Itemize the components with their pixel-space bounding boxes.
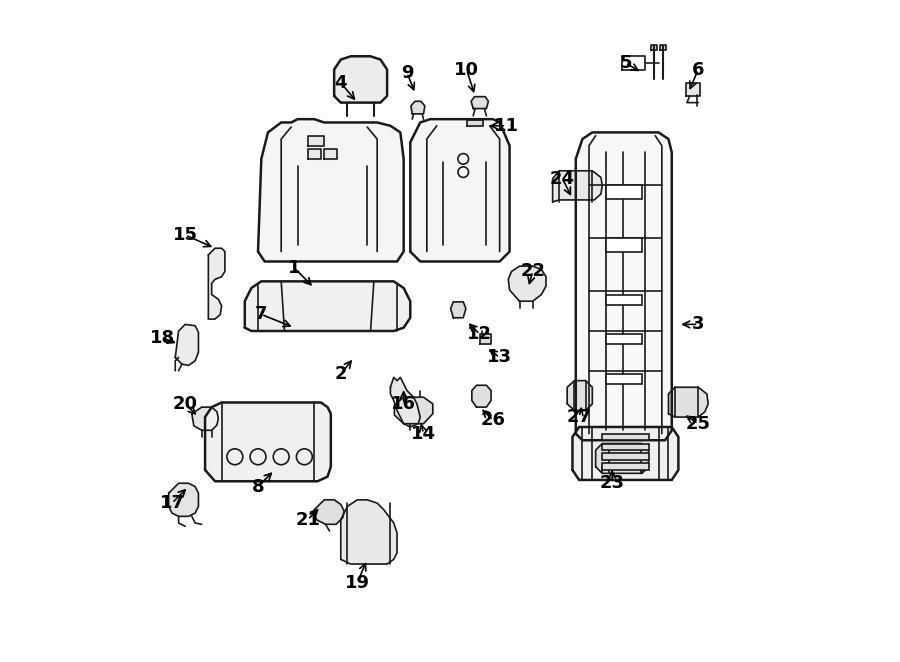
Bar [606, 334, 642, 344]
Polygon shape [576, 132, 671, 440]
Polygon shape [209, 248, 225, 319]
Bar [606, 374, 642, 384]
Text: 15: 15 [173, 226, 198, 244]
Text: 4: 4 [335, 73, 347, 92]
Text: 25: 25 [686, 414, 711, 433]
Polygon shape [466, 120, 483, 126]
Polygon shape [314, 500, 344, 524]
Polygon shape [596, 444, 649, 473]
Polygon shape [451, 302, 466, 318]
Text: 10: 10 [454, 60, 479, 79]
Polygon shape [572, 427, 679, 480]
Text: 7: 7 [255, 305, 267, 324]
Polygon shape [669, 387, 708, 417]
Bar [602, 434, 649, 440]
Bar [602, 444, 649, 450]
Text: 16: 16 [392, 395, 416, 413]
Text: 11: 11 [494, 117, 518, 135]
Polygon shape [394, 397, 433, 424]
Polygon shape [480, 334, 491, 344]
Polygon shape [341, 500, 397, 564]
Text: 14: 14 [411, 424, 436, 443]
Bar [606, 295, 642, 305]
Text: 2: 2 [335, 365, 347, 383]
Text: 26: 26 [481, 411, 506, 430]
Text: 12: 12 [467, 325, 492, 344]
Polygon shape [258, 119, 404, 261]
Polygon shape [660, 45, 667, 50]
Polygon shape [334, 56, 387, 103]
Text: 1: 1 [288, 259, 301, 277]
Text: 9: 9 [400, 64, 413, 82]
Polygon shape [411, 101, 425, 114]
Text: 5: 5 [619, 54, 632, 72]
Polygon shape [308, 136, 324, 146]
Text: 21: 21 [295, 510, 320, 529]
Polygon shape [553, 171, 602, 202]
Text: 24: 24 [550, 169, 575, 188]
Text: 20: 20 [173, 395, 198, 413]
Text: 3: 3 [692, 315, 705, 334]
Polygon shape [205, 402, 331, 481]
Text: 17: 17 [159, 494, 184, 512]
Bar [602, 463, 649, 470]
Text: 8: 8 [252, 477, 265, 496]
Text: 6: 6 [692, 60, 705, 79]
Polygon shape [168, 483, 198, 516]
Polygon shape [508, 266, 546, 301]
Polygon shape [192, 407, 219, 430]
Text: 18: 18 [149, 328, 175, 347]
Polygon shape [176, 324, 198, 365]
Polygon shape [472, 97, 489, 109]
Polygon shape [410, 119, 509, 261]
Polygon shape [324, 149, 338, 159]
Text: 19: 19 [345, 573, 370, 592]
Polygon shape [651, 45, 657, 50]
Text: 22: 22 [520, 262, 545, 281]
Polygon shape [687, 83, 700, 96]
Bar [606, 238, 642, 252]
Bar [602, 453, 649, 460]
Text: 23: 23 [599, 474, 625, 493]
Polygon shape [391, 377, 420, 427]
Text: 13: 13 [487, 348, 512, 367]
Polygon shape [567, 381, 592, 410]
Polygon shape [472, 385, 491, 407]
Polygon shape [308, 149, 321, 159]
Bar [606, 185, 642, 199]
Text: 27: 27 [567, 408, 591, 426]
Polygon shape [245, 281, 410, 331]
